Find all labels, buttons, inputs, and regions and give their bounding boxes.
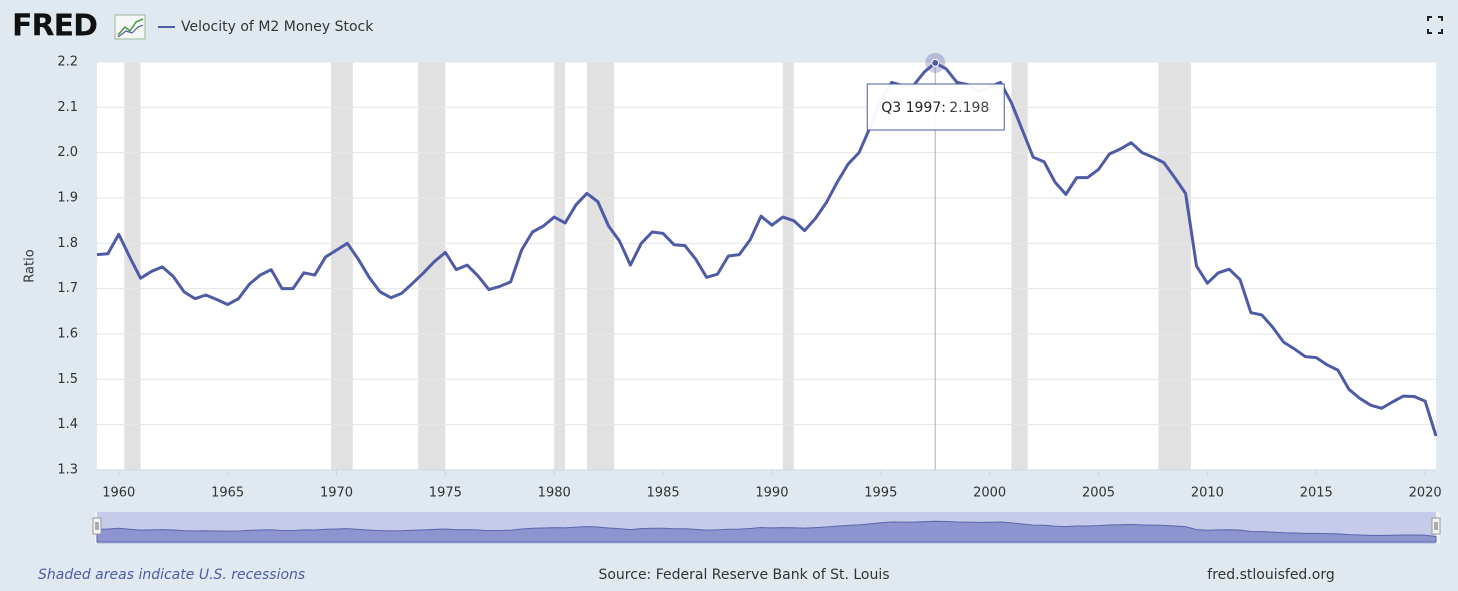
source: Source: Federal Reserve Bank of St. Loui… (598, 567, 889, 583)
recession-band (124, 62, 141, 470)
y-tick-label: 2.2 (57, 55, 78, 70)
y-tick-label: 1.9 (57, 191, 78, 206)
navigator-handle[interactable] (92, 517, 102, 535)
x-tick-label: 2010 (1191, 486, 1224, 501)
x-tick-label: 1985 (647, 486, 680, 501)
x-tick-label: 1995 (864, 486, 897, 501)
x-tick-label: 1975 (429, 486, 462, 501)
y-tick-label: 1.7 (57, 281, 78, 296)
tooltip: Q3 1997: 2.198 (866, 83, 1005, 131)
x-tick-label: 2015 (1300, 486, 1333, 501)
y-tick-label: 1.8 (57, 236, 78, 251)
hover-point (931, 58, 940, 67)
legend-label[interactable]: Velocity of M2 Money Stock (181, 19, 374, 35)
tooltip-label: Q3 1997: (881, 100, 946, 116)
x-tick-label: 2000 (973, 486, 1006, 501)
x-tick-label: 1970 (320, 486, 353, 501)
brand-logo: FRED (12, 9, 97, 44)
y-tick-label: 1.3 (57, 463, 78, 478)
y-tick-label: 1.4 (57, 417, 78, 432)
recession-band (1158, 62, 1192, 470)
tooltip-value: 2.198 (949, 100, 989, 116)
recession-band (554, 62, 566, 470)
recession-band (331, 62, 353, 470)
x-tick-label: 2020 (1409, 486, 1442, 501)
recession-band (1011, 62, 1028, 470)
tooltip-box (866, 83, 1005, 131)
handle-body (1431, 517, 1441, 535)
brand-icon (114, 14, 146, 40)
y-tick-label: 1.6 (57, 327, 78, 342)
x-tick-label: 1960 (102, 486, 135, 501)
y-tick-label: 2.0 (57, 145, 78, 160)
fullscreen-button[interactable] (1427, 16, 1443, 34)
plot-area (97, 62, 1436, 470)
recession-band (782, 62, 794, 470)
x-tick-label: 1965 (211, 486, 244, 501)
x-tick-label: 2005 (1082, 486, 1115, 501)
series-line (96, 61, 1438, 437)
recession-band (586, 62, 615, 470)
navigator-area (96, 520, 1437, 543)
handle-body (92, 517, 102, 535)
y-tick-label: 2.1 (57, 100, 78, 115)
x-tick-label: 1980 (538, 486, 571, 501)
source-url[interactable]: fred.stlouisfed.org (1207, 567, 1334, 583)
recession-note[interactable]: Shaded areas indicate U.S. recessions (38, 567, 305, 583)
navigator-handle[interactable] (1431, 517, 1441, 535)
y-tick-label: 1.5 (57, 372, 78, 387)
y-axis-label: Ratio (23, 249, 38, 282)
x-tick-label: 1990 (755, 486, 788, 501)
